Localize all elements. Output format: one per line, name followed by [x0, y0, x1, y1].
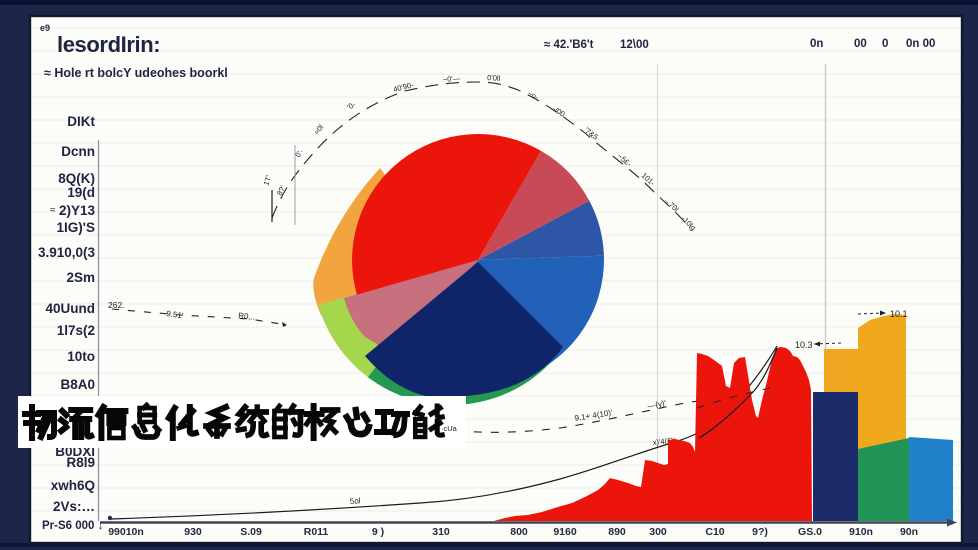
- svg-text:Dcnn: Dcnn: [61, 144, 95, 159]
- svg-text:9160: 9160: [553, 526, 577, 538]
- svg-text:0: 0: [882, 38, 888, 50]
- svg-text:90n: 90n: [900, 526, 918, 538]
- svg-text:5ol: 5ol: [350, 496, 361, 506]
- svg-text:R8l9: R8l9: [66, 455, 95, 470]
- svg-text:00: 00: [854, 38, 867, 50]
- svg-text:9?): 9?): [752, 526, 768, 538]
- svg-text:10to: 10to: [67, 349, 95, 364]
- svg-text:12\00: 12\00: [620, 39, 649, 51]
- svg-text:99010n: 99010n: [108, 526, 144, 538]
- svg-text:9 ): 9 ): [372, 526, 384, 538]
- svg-text:C10: C10: [705, 526, 724, 538]
- svg-text:2)Y13: 2)Y13: [59, 203, 96, 218]
- svg-text:e9: e9: [40, 23, 50, 33]
- svg-text:xwh6Q: xwh6Q: [51, 478, 95, 493]
- svg-text:0'0ll: 0'0ll: [487, 73, 501, 83]
- svg-text:0'·: 0'·: [293, 147, 305, 159]
- svg-text:≈ 42.'B6't: ≈ 42.'B6't: [544, 39, 594, 51]
- svg-text:≈: ≈: [50, 205, 56, 216]
- svg-text:1IG)'S: 1IG)'S: [57, 220, 95, 235]
- svg-text:R011: R011: [304, 526, 329, 538]
- svg-text:2Sm: 2Sm: [66, 270, 95, 285]
- svg-text:300: 300: [649, 526, 667, 538]
- svg-text:890: 890: [608, 526, 626, 538]
- svg-text:R0,..: R0,..: [238, 311, 256, 322]
- svg-text:≈ Hole rt bolcY udeohes boorkl: ≈ Hole rt bolcY udeohes boorkl: [44, 66, 228, 80]
- svg-text:8?': 8?': [275, 184, 288, 197]
- svg-text:S.09: S.09: [240, 526, 262, 538]
- svg-text:8Q(K): 8Q(K): [58, 171, 95, 186]
- svg-text:930: 930: [184, 526, 202, 538]
- svg-text:~0'—: ~0'—: [443, 74, 462, 84]
- svg-text:lesordIrin:: lesordIrin:: [57, 32, 160, 57]
- svg-text:DIKt: DIKt: [67, 114, 95, 129]
- svg-text:2Vs:…: 2Vs:…: [53, 499, 95, 514]
- svg-text:19(d: 19(d: [67, 185, 95, 200]
- svg-text:x)'4(£)': x)'4(£)': [652, 436, 676, 447]
- svg-text:10.1: 10.1: [890, 309, 908, 319]
- svg-text:0n 00: 0n 00: [906, 38, 935, 50]
- svg-text:'0-: '0-: [346, 100, 358, 112]
- svg-text:262.: 262.: [108, 300, 125, 310]
- svg-text:1l7s(2: 1l7s(2: [57, 323, 95, 338]
- svg-text:1T': 1T': [261, 174, 273, 187]
- svg-text:—(y)': —(y)': [647, 398, 668, 411]
- svg-text:0n: 0n: [810, 38, 823, 50]
- svg-text:GS.0: GS.0: [798, 526, 822, 538]
- svg-text:310: 310: [432, 526, 450, 538]
- svg-text:Pr-S6 000 ↓: Pr-S6 000 ↓: [42, 520, 103, 532]
- svg-text:10.3: 10.3: [795, 340, 813, 350]
- svg-text:800: 800: [510, 526, 528, 538]
- svg-text:·cUa: ·cUa: [441, 424, 458, 433]
- svg-text:3.910,0(3: 3.910,0(3: [38, 245, 96, 260]
- svg-text:40Uund: 40Uund: [45, 301, 95, 316]
- svg-text:910n: 910n: [849, 526, 873, 538]
- svg-text:9.51': 9.51': [166, 309, 185, 320]
- svg-text:B8A0: B8A0: [60, 377, 95, 392]
